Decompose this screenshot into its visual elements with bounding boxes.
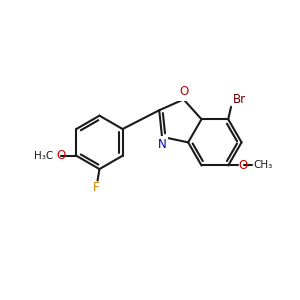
Text: O: O	[179, 85, 188, 98]
Text: CH₃: CH₃	[253, 160, 272, 170]
Text: O: O	[57, 149, 66, 162]
Text: Br: Br	[233, 93, 246, 106]
Text: O: O	[239, 159, 248, 172]
Text: H₃C: H₃C	[34, 151, 53, 161]
Text: F: F	[93, 182, 100, 194]
Text: N: N	[158, 138, 167, 151]
